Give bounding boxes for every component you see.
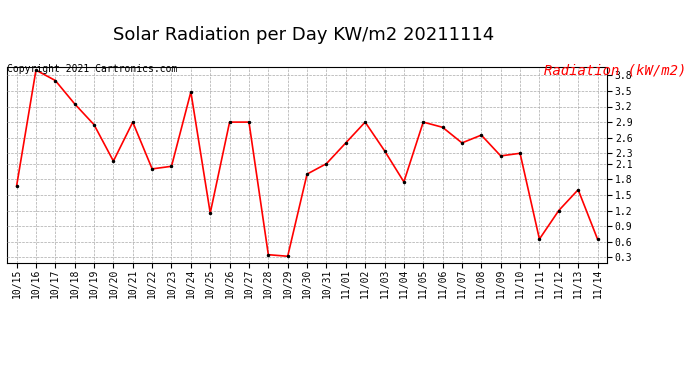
Text: Copyright 2021 Cartronics.com: Copyright 2021 Cartronics.com (7, 64, 177, 74)
Text: Radiation (kW/m2): Radiation (kW/m2) (544, 64, 687, 78)
Text: Solar Radiation per Day KW/m2 20211114: Solar Radiation per Day KW/m2 20211114 (113, 26, 494, 44)
